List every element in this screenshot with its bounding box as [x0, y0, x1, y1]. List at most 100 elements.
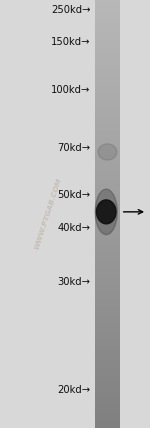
Bar [95, 185, 120, 187]
Bar [95, 181, 120, 183]
Bar [95, 382, 120, 384]
Bar [95, 70, 120, 71]
Bar [95, 298, 120, 300]
Bar [95, 321, 120, 322]
Bar [95, 208, 120, 210]
Bar [95, 360, 120, 361]
Bar [95, 201, 120, 202]
Bar [95, 204, 120, 205]
Bar [95, 80, 120, 81]
Bar [95, 42, 120, 43]
Bar [95, 60, 120, 61]
Bar [95, 338, 120, 339]
Bar [95, 235, 120, 237]
Bar [95, 160, 120, 161]
Text: WWW.PTGAB.COM: WWW.PTGAB.COM [34, 177, 62, 251]
Bar [95, 391, 120, 392]
Bar [95, 97, 120, 98]
Bar [95, 287, 120, 288]
Bar [95, 167, 120, 168]
Bar [95, 421, 120, 422]
Bar [95, 125, 120, 127]
Bar [95, 207, 120, 208]
Bar [95, 123, 120, 124]
Bar [95, 333, 120, 334]
Bar [95, 136, 120, 137]
Bar [95, 161, 120, 163]
Bar [95, 108, 120, 110]
Bar [95, 170, 120, 171]
Bar [95, 278, 120, 279]
Bar [95, 367, 120, 368]
Bar [95, 251, 120, 253]
Bar [95, 324, 120, 325]
Bar [95, 221, 120, 223]
Bar [95, 364, 120, 365]
Bar [95, 309, 120, 311]
Bar [95, 372, 120, 374]
Bar [95, 424, 120, 425]
Bar [95, 150, 120, 151]
Bar [95, 63, 120, 64]
Bar [95, 378, 120, 380]
Bar [95, 352, 120, 354]
Bar [95, 394, 120, 395]
Bar [95, 64, 120, 65]
Bar [95, 365, 120, 367]
Bar [95, 385, 120, 386]
Bar [95, 243, 120, 244]
Bar [95, 384, 120, 385]
Bar [95, 234, 120, 235]
Bar [95, 314, 120, 315]
Bar [95, 358, 120, 360]
Bar [95, 277, 120, 278]
Bar [95, 39, 120, 40]
Bar [95, 172, 120, 174]
Bar [95, 217, 120, 218]
Bar [95, 273, 120, 274]
Bar [95, 163, 120, 164]
Bar [95, 68, 120, 70]
Bar [95, 344, 120, 345]
Bar [95, 71, 120, 73]
Bar [95, 113, 120, 114]
Ellipse shape [96, 200, 116, 224]
Bar [95, 94, 120, 95]
Bar [95, 268, 120, 270]
Bar [95, 33, 120, 34]
Bar [95, 89, 120, 90]
Bar [95, 23, 120, 24]
Bar [95, 427, 120, 428]
Bar [95, 244, 120, 245]
Bar [95, 288, 120, 290]
Bar [95, 401, 120, 402]
Bar [95, 57, 120, 59]
Bar [95, 380, 120, 381]
Bar [95, 121, 120, 123]
Bar [95, 188, 120, 190]
Bar [95, 297, 120, 298]
Bar [95, 253, 120, 254]
Bar [95, 245, 120, 247]
Bar [95, 265, 120, 267]
Bar [95, 330, 120, 331]
Bar [95, 140, 120, 141]
Bar [95, 232, 120, 234]
Bar [95, 81, 120, 83]
Bar [95, 205, 120, 207]
Bar [95, 347, 120, 348]
Bar [95, 61, 120, 63]
Bar [95, 355, 120, 357]
Bar [95, 27, 120, 29]
Bar [95, 392, 120, 394]
Bar [95, 377, 120, 378]
Bar [95, 320, 120, 321]
Bar [95, 257, 120, 258]
Text: 250kd→: 250kd→ [51, 5, 90, 15]
Bar [95, 51, 120, 53]
Bar [95, 40, 120, 42]
Bar [95, 48, 120, 50]
Bar [95, 295, 120, 297]
Bar [95, 261, 120, 262]
Bar [95, 270, 120, 271]
